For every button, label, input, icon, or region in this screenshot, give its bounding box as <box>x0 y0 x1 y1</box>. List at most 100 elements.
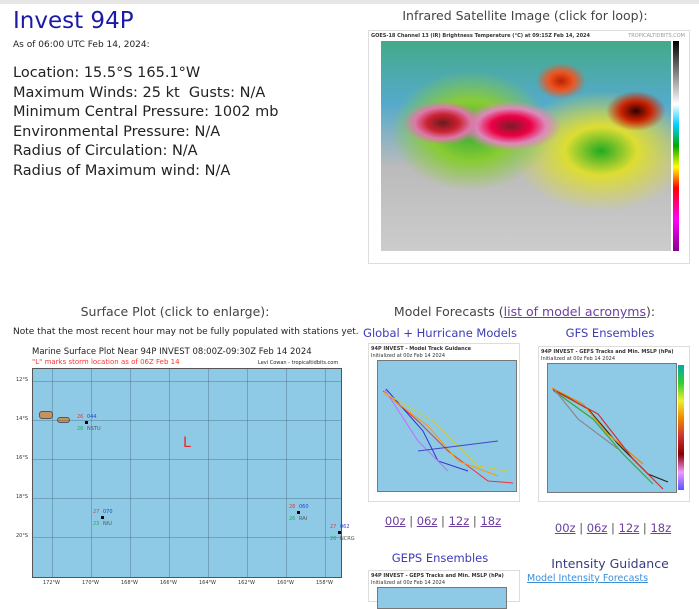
global-track-map <box>377 360 517 492</box>
geps-image-sub: Initialized at 00z Feb 14 2024 <box>371 580 445 586</box>
temperature-colorbar <box>673 41 679 251</box>
surface-plot-subtitle: "L" marks storm location as of 06Z Feb 1… <box>32 358 180 366</box>
lon-label: 172°W <box>43 580 60 586</box>
model-acronyms-link[interactable]: list of model acronyms <box>503 304 646 319</box>
station-dot <box>101 516 104 519</box>
storm-location-marker: L <box>183 435 191 451</box>
env-pressure: Environmental Pressure: N/A <box>13 123 221 140</box>
satellite-credit: TROPICALTIDBITS.COM <box>628 33 685 39</box>
map-meridian <box>286 369 287 577</box>
map-parallel <box>33 498 341 499</box>
global-cycle-06z[interactable]: 06z <box>416 514 438 528</box>
lat-label: 12°S <box>16 377 29 383</box>
storm-info: Location: 15.5°S 165.1°W Maximum Winds: … <box>13 64 278 181</box>
gfs-cycle-18z[interactable]: 18z <box>650 521 672 535</box>
station-dewpoint: 26 <box>77 426 84 432</box>
map-parallel <box>33 537 341 538</box>
station-pressure: 070 <box>103 509 113 515</box>
geps-ensembles-image[interactable]: 94P INVEST - GEPS Tracks and Min. MSLP (… <box>368 570 520 609</box>
geps-image-title: 94P INVEST - GEPS Tracks and Min. MSLP (… <box>371 573 504 579</box>
station-dewpoint: 26 <box>330 536 337 542</box>
gfs-ensembles-title: GFS Ensembles <box>565 326 655 340</box>
map-parallel <box>33 381 341 382</box>
station-dewpoint: 26 <box>289 516 296 522</box>
storm-title: Invest 94P <box>13 8 134 34</box>
lat-label: 14°S <box>16 416 29 422</box>
radius-circulation: Radius of Circulation: N/A <box>13 143 198 159</box>
model-heading-prefix: Model Forecasts ( <box>393 304 504 319</box>
map-parallel <box>33 459 341 460</box>
island-tutuila <box>57 417 70 423</box>
map-meridian <box>91 369 92 577</box>
geps-ensembles-title: GEPS Ensembles <box>391 551 489 565</box>
map-meridian <box>52 369 53 577</box>
surface-credit: Levi Cowan - tropicaltidbits.com <box>258 360 339 366</box>
global-cycle-links: 00z | 06z | 12z | 18z <box>384 514 502 528</box>
top-bar <box>0 0 699 4</box>
global-cycle-18z[interactable]: 18z <box>480 514 502 528</box>
lon-label: 166°W <box>160 580 177 586</box>
satellite-imagery <box>381 41 671 251</box>
surface-note: Note that the most recent hour may not b… <box>13 327 359 337</box>
as-of-time: As of 06:00 UTC Feb 14, 2024: <box>13 40 150 50</box>
station-id: RAI <box>299 516 308 522</box>
model-intensity-link[interactable]: Model Intensity Forecasts <box>527 573 649 584</box>
station-ncrg: 27 062 26 NCRG <box>330 524 360 544</box>
lat-label: 16°S <box>16 455 29 461</box>
gfs-track-map <box>547 363 677 493</box>
gfs-ensembles-image[interactable]: 94P INVEST - GEFS Tracks and Min. MSLP (… <box>538 346 690 502</box>
global-cycle-12z[interactable]: 12z <box>448 514 470 528</box>
map-meridian <box>130 369 131 577</box>
station-dot <box>338 531 341 534</box>
station-temp: 27 <box>330 524 337 530</box>
surface-heading: Surface Plot (click to enlarge): <box>80 304 270 319</box>
gfs-cycle-links: 00z | 06z | 12z | 18z <box>554 521 672 535</box>
station-pressure: 060 <box>299 504 309 510</box>
lon-label: 164°W <box>199 580 216 586</box>
map-parallel <box>33 420 341 421</box>
island-upolu <box>39 411 53 419</box>
satellite-heading: Infrared Satellite Image (click for loop… <box>402 8 648 23</box>
ensemble-tracks <box>551 387 669 490</box>
global-image-title: 94P INVEST - Model Track Guidance <box>371 346 472 352</box>
map-meridian <box>169 369 170 577</box>
global-cycle-00z[interactable]: 00z <box>384 514 406 528</box>
lat-label: 20°S <box>16 533 29 539</box>
station-pressure: 044 <box>87 414 97 420</box>
gfs-cycle-00z[interactable]: 00z <box>554 521 576 535</box>
station-temp: 26 <box>77 414 84 420</box>
station-id: NSTU <box>87 426 101 432</box>
station-pressure: 062 <box>340 524 350 530</box>
station-id: NCRG <box>340 536 355 542</box>
lon-label: 170°W <box>82 580 99 586</box>
gfs-cycle-12z[interactable]: 12z <box>618 521 640 535</box>
lon-label: 160°W <box>277 580 294 586</box>
satellite-image[interactable]: GOES-18 Channel 13 (IR) Brightness Tempe… <box>368 30 690 264</box>
map-meridian <box>208 369 209 577</box>
lat-label: 18°S <box>16 494 29 500</box>
global-image-sub: Initialized at 00z Feb 14 2024 <box>371 353 445 359</box>
gfs-image-sub: Initialized at 00z Feb 14 2024 <box>541 356 615 362</box>
intensity-guidance-title: Intensity Guidance <box>551 556 669 571</box>
lon-label: 168°W <box>121 580 138 586</box>
station-niu: 27 070 23 NIU <box>93 509 123 529</box>
station-nstu: 26 044 26 NSTU <box>77 414 107 434</box>
lon-label: 158°W <box>316 580 333 586</box>
surface-plot-title: Marine Surface Plot Near 94P INVEST 08:0… <box>32 347 312 357</box>
gfs-cycle-06z[interactable]: 06z <box>586 521 608 535</box>
global-models-title: Global + Hurricane Models <box>363 326 517 340</box>
station-rai: 28 060 26 RAI <box>289 504 319 524</box>
station-dot <box>85 421 88 424</box>
global-models-image[interactable]: 94P INVEST - Model Track Guidance Initia… <box>368 343 520 502</box>
station-dot <box>297 511 300 514</box>
radius-max-wind: Radius of Maximum wind: N/A <box>13 162 231 179</box>
map-meridian <box>325 369 326 577</box>
gfs-image-title: 94P INVEST - GEFS Tracks and Min. MSLP (… <box>541 349 674 355</box>
satellite-image-title: GOES-18 Channel 13 (IR) Brightness Tempe… <box>371 33 591 39</box>
min-pressure: Minimum Central Pressure: 1002 mb <box>13 104 279 120</box>
station-temp: 28 <box>289 504 296 510</box>
surface-plot-map[interactable]: L 26 044 26 NSTU 27 070 23 NIU 28 060 26 RAI 27 062 26… <box>32 368 355 578</box>
max-winds: Maximum Winds: 25 kt Gusts: N/A <box>13 84 266 101</box>
station-dewpoint: 23 <box>93 521 100 527</box>
map-meridian <box>247 369 248 577</box>
